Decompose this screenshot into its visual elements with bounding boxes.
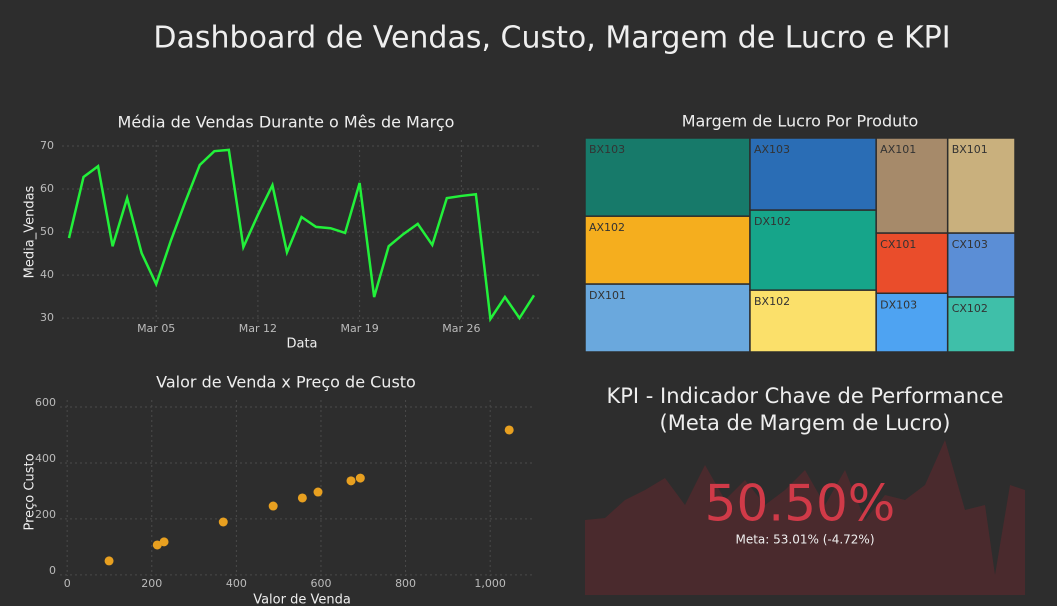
tile-label: DX103: [880, 298, 917, 311]
y-tick-label: 40: [40, 268, 54, 281]
tile-label: CX101: [880, 238, 916, 251]
sales-line: [67, 148, 536, 323]
scatter-point: [346, 476, 356, 486]
treemap-tile: [946, 137, 1016, 234]
kpi-background: [585, 440, 1025, 595]
dashboard-title: Dashboard de Vendas, Custo, Margem de Lu…: [153, 21, 950, 56]
kpi-title: KPI - Indicador Chave de Performance: [607, 384, 1004, 408]
x-tick-label: Mar 05: [137, 322, 175, 335]
tile-label: AX101: [880, 143, 916, 156]
tile-label: BX101: [952, 143, 988, 156]
chart-title: Média de Vendas Durante o Mês de Março: [118, 113, 455, 132]
tile-label: CX102: [952, 302, 988, 315]
tile-label: BX103: [589, 143, 625, 156]
treemap-tile: [875, 137, 949, 234]
x-tick-label: 400: [226, 577, 247, 590]
chart-title: Margem de Lucro Por Produto: [682, 112, 919, 131]
tile-label: DX101: [589, 289, 626, 302]
y-axis-label: Media_Vendas: [23, 185, 38, 278]
kpi-value: 50.50%: [705, 475, 896, 533]
tile-label: DX102: [754, 215, 791, 228]
treemap-tile: [946, 296, 1016, 353]
scatter-point: [152, 540, 162, 550]
y-tick-label: 200: [35, 508, 56, 521]
x-tick-label: 200: [141, 577, 162, 590]
x-tick-label: Mar 19: [341, 322, 379, 335]
scatter-point: [159, 537, 169, 547]
scatter-point: [218, 517, 228, 527]
kpi-title: (Meta de Margem de Lucro): [660, 411, 951, 435]
scatter-point: [297, 493, 307, 503]
tile-label: AX102: [589, 221, 625, 234]
scatter-point: [504, 425, 514, 435]
x-tick-label: 1,000: [474, 577, 506, 590]
x-tick-label: Mar 12: [239, 322, 277, 335]
kpi-subtitle: Meta: 53.01% (-4.72%): [735, 533, 874, 547]
tile-label: CX103: [952, 238, 988, 251]
x-axis-label: Data: [286, 337, 317, 352]
chart-title: Valor de Venda x Preço de Custo: [156, 373, 416, 392]
y-axis-label: Preço Custo: [23, 453, 38, 530]
y-tick-label: 600: [35, 396, 56, 409]
scatter-point: [268, 501, 278, 511]
treemap-tile: [875, 292, 949, 353]
treemap-tile: [946, 232, 1016, 298]
x-tick-label: 0: [64, 577, 71, 590]
x-axis-label: Valor de Venda: [253, 593, 351, 606]
tile-label: AX103: [754, 143, 790, 156]
scatter-point: [355, 473, 365, 483]
scatter-point: [313, 487, 323, 497]
y-tick-label: 400: [35, 452, 56, 465]
tile-label: BX102: [754, 295, 790, 308]
x-tick-label: Mar 26: [442, 322, 480, 335]
treemap-tile: [584, 283, 751, 353]
treemap-tile: [749, 289, 877, 353]
x-tick-label: 600: [310, 577, 331, 590]
y-tick-label: 70: [40, 139, 54, 152]
y-tick-label: 0: [49, 564, 56, 577]
treemap-tile: [875, 232, 949, 295]
scatter-point: [104, 556, 114, 566]
y-tick-label: 30: [40, 311, 54, 324]
treemap-tile: [584, 137, 751, 217]
y-tick-label: 50: [40, 225, 54, 238]
x-tick-label: 800: [395, 577, 416, 590]
y-tick-label: 60: [40, 182, 54, 195]
treemap-tile: [749, 137, 877, 211]
